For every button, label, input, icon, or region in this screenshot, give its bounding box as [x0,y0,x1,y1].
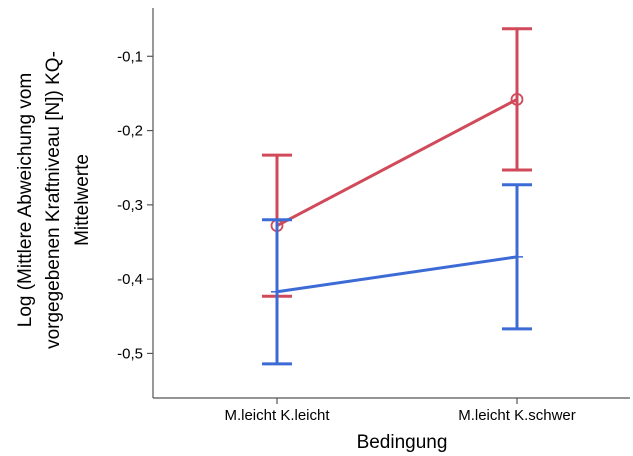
axes [152,8,630,399]
series-1 [262,27,532,298]
y-tick-label: -0,4 [117,271,143,288]
series-2 [262,183,532,366]
data-point [510,92,524,106]
y-tick-label: -0,5 [117,345,143,362]
y-tick-label: -0,1 [117,48,143,65]
x-axis-title: Bedingung [357,432,448,453]
y-tick-label: -0,3 [117,197,143,214]
y-axis-title: Log (Mittlere Abweichung vom vorgegebene… [15,51,93,349]
x-ticks: M.leicht K.leicht M.leicht K.schwer [224,398,576,424]
y-axis-title-line-2: vorgegebenen Kraftniveau [N]) KQ- [43,51,64,349]
x-tick-label: M.leicht K.leicht [224,407,330,424]
x-tick-label: M.leicht K.schwer [458,407,576,424]
series-line [276,98,518,227]
y-ticks: -0,5 -0,4 -0,3 -0,2 -0,1 [117,48,153,362]
y-tick-label: -0,2 [117,123,143,140]
series-line [276,255,518,294]
series-layer [262,27,532,366]
y-axis-title-line-1: Log (Mittlere Abweichung vom [15,73,36,328]
y-axis-title-line-3: Mittelwerte [72,154,93,246]
